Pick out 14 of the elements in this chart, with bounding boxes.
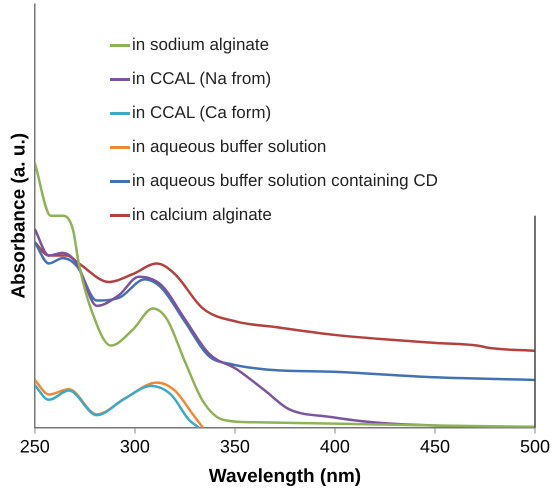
- legend-label: in aqueous buffer solution containing CD: [132, 171, 438, 191]
- y-axis-title: Absorbance (a. u.): [8, 132, 30, 299]
- x-axis-title: Wavelength (nm): [208, 466, 362, 487]
- legend-label: in sodium alginate: [132, 35, 270, 55]
- x-tick-label: 450: [420, 436, 450, 456]
- legend-label: in CCAL (Ca form): [132, 103, 272, 123]
- x-tick-label: 500: [520, 436, 550, 456]
- legend-label: in aqueous buffer solution: [132, 137, 326, 157]
- legend-label: in CCAL (Na from): [132, 69, 272, 89]
- x-tick-label: 300: [120, 436, 150, 456]
- x-tick-label: 350: [220, 436, 250, 456]
- legend-label: in calcium alginate: [132, 205, 272, 225]
- x-tick-label: 400: [320, 436, 350, 456]
- x-tick-label: 250: [20, 436, 50, 456]
